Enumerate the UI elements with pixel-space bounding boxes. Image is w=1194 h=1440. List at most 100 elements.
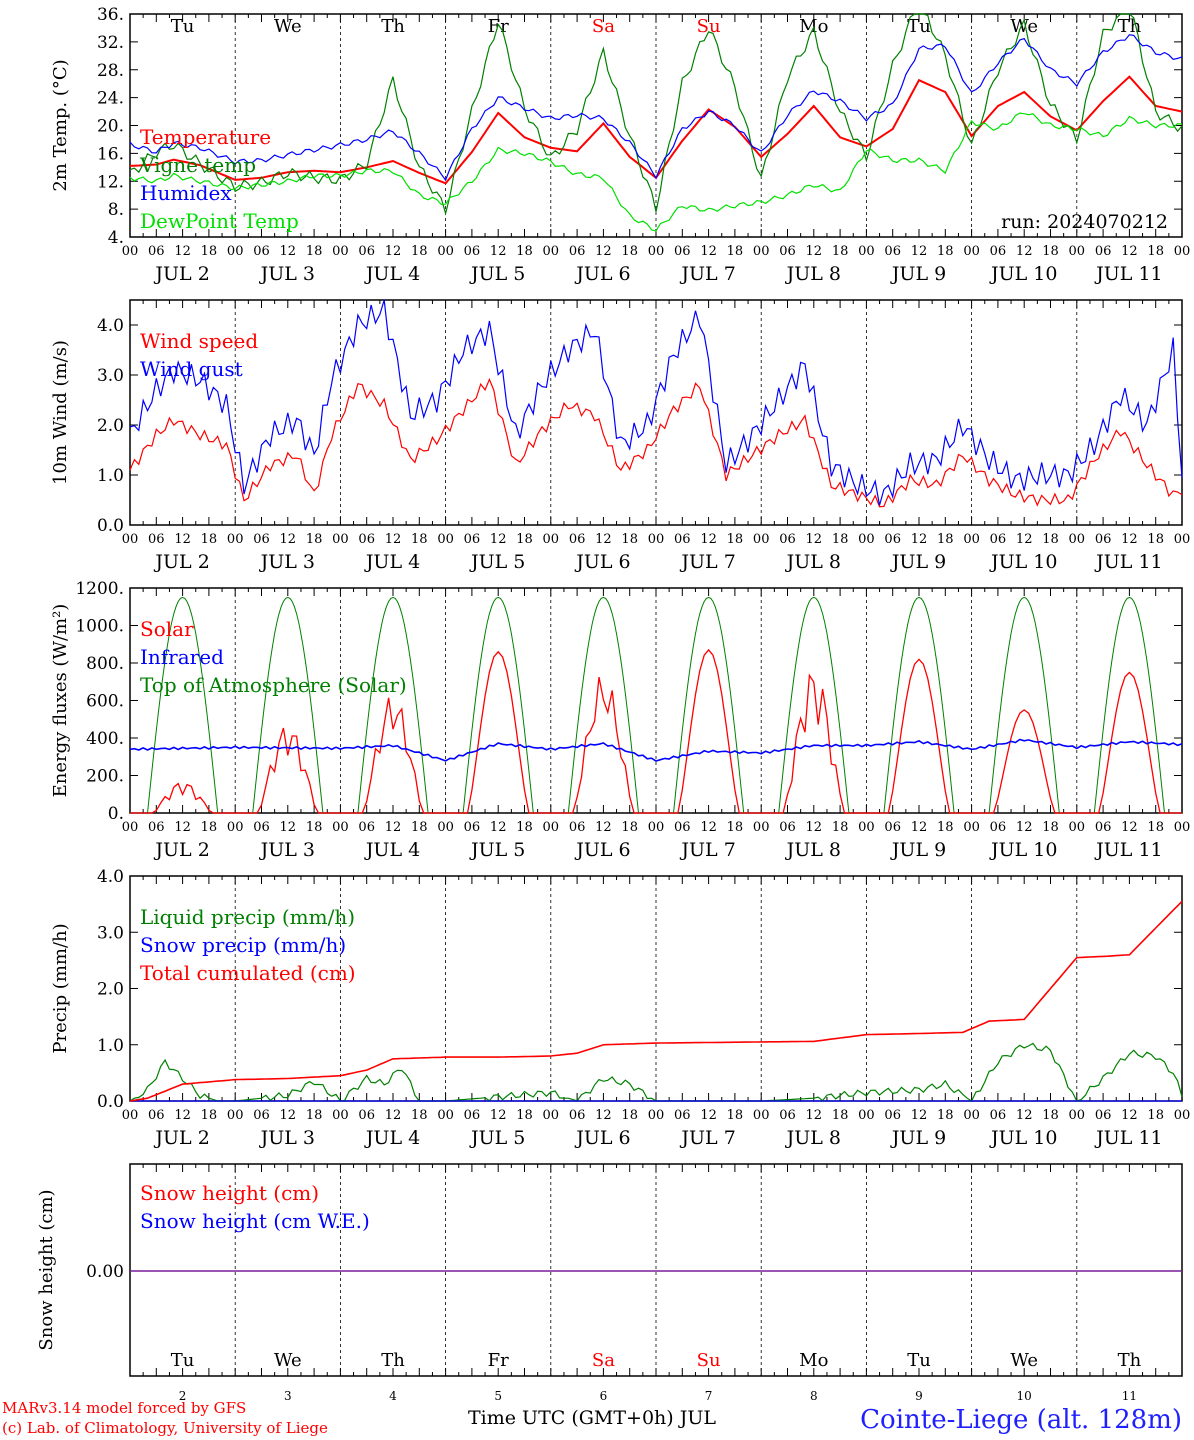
hour-tick-label: 06 <box>674 1108 691 1123</box>
date-label: JUL 5 <box>469 551 525 573</box>
hour-tick-label: 00 <box>543 532 560 547</box>
hour-tick-label: 00 <box>227 1108 244 1123</box>
hour-tick-label: 12 <box>1016 244 1033 259</box>
day-of-week-label: Fr <box>488 1350 509 1371</box>
hour-tick-label: 00 <box>648 532 665 547</box>
hour-tick-label: 18 <box>832 532 849 547</box>
date-label: JUL 7 <box>679 551 735 573</box>
hour-tick-label: 06 <box>884 532 901 547</box>
hour-tick-label: 06 <box>674 820 691 835</box>
hour-tick-label: 00 <box>1174 532 1191 547</box>
hour-tick-label: 00 <box>227 820 244 835</box>
day-of-week-label: Tu <box>907 1350 931 1371</box>
hour-tick-label: 18 <box>306 1108 323 1123</box>
hour-tick-label: 06 <box>253 532 270 547</box>
hour-tick-label: 06 <box>253 1108 270 1123</box>
date-label: JUL 5 <box>469 263 525 285</box>
date-label: JUL 3 <box>259 263 315 285</box>
hour-tick-label: 00 <box>1174 1108 1191 1123</box>
y-tick-label: 0.0 <box>97 516 124 536</box>
date-label: JUL 6 <box>574 1127 630 1149</box>
day-of-week-label: Mo <box>799 1350 828 1371</box>
hour-tick-label: 06 <box>253 820 270 835</box>
y-tick-label: 28. <box>97 61 124 81</box>
date-label: JUL 11 <box>1094 839 1162 861</box>
legend-entry: Infrared <box>140 645 224 669</box>
y-tick-label: 600. <box>86 692 124 712</box>
date-label: JUL 4 <box>364 839 420 861</box>
legend-entry: DewPoint Temp <box>140 209 299 233</box>
hour-tick-label: 18 <box>411 820 428 835</box>
hour-tick-label: 18 <box>621 1108 638 1123</box>
hour-tick-label: 18 <box>201 532 218 547</box>
hour-tick-label: 06 <box>253 244 270 259</box>
date-label: JUL 3 <box>259 551 315 573</box>
date-label: JUL 6 <box>574 263 630 285</box>
hour-tick-label: 00 <box>963 820 980 835</box>
hour-tick-label: 06 <box>990 1108 1007 1123</box>
panel-frame <box>129 587 1183 814</box>
hour-tick-label: 00 <box>963 244 980 259</box>
hour-tick-label: 00 <box>332 1108 349 1123</box>
series-wind-gust <box>129 299 1183 506</box>
day-number-label: 4 <box>389 1389 397 1403</box>
hour-tick-label: 18 <box>1042 1108 1059 1123</box>
hour-tick-label: 06 <box>1095 1108 1112 1123</box>
y-tick-label: 12. <box>97 172 124 192</box>
date-label: JUL 7 <box>679 263 735 285</box>
day-number-label: 2 <box>179 1389 187 1403</box>
y-tick-label: 3.0 <box>97 923 124 943</box>
hour-tick-label: 00 <box>648 1108 665 1123</box>
hour-tick-label: 06 <box>779 532 796 547</box>
hour-tick-label: 00 <box>437 1108 454 1123</box>
date-label: JUL 8 <box>785 551 841 573</box>
panel-frame <box>129 13 1183 238</box>
hour-tick-label: 12 <box>911 244 928 259</box>
day-number-label: 5 <box>494 1389 502 1403</box>
date-label: JUL 10 <box>989 263 1057 285</box>
hour-tick-label: 12 <box>490 532 507 547</box>
day-number-label: 11 <box>1122 1389 1137 1403</box>
legend-entry: Liquid precip (mm/h) <box>140 905 355 929</box>
hour-tick-label: 06 <box>1095 244 1112 259</box>
legend-entry: Snow height (cm) <box>140 1181 319 1205</box>
legend-entry: Top of Atmosphere (Solar) <box>140 673 407 697</box>
hour-tick-label: 06 <box>779 244 796 259</box>
hour-tick-label: 18 <box>411 1108 428 1123</box>
station-label: Cointe-Liege (alt. 128m) <box>860 1405 1182 1435</box>
hour-tick-label: 06 <box>358 820 375 835</box>
hour-tick-label: 18 <box>727 1108 744 1123</box>
day-of-week-label: Tu <box>907 16 931 37</box>
hour-tick-label: 18 <box>937 532 954 547</box>
hour-tick-label: 00 <box>543 244 560 259</box>
hour-tick-label: 06 <box>884 1108 901 1123</box>
hour-tick-label: 18 <box>1042 532 1059 547</box>
y-axis-label: Precip (mm/h) <box>50 923 71 1053</box>
date-label: JUL 2 <box>153 839 209 861</box>
hour-tick-label: 12 <box>280 820 297 835</box>
day-of-week-label: We <box>274 16 302 37</box>
hour-tick-label: 06 <box>884 820 901 835</box>
y-tick-label: 2.0 <box>97 980 124 1000</box>
date-label: JUL 3 <box>259 1127 315 1149</box>
hour-tick-label: 00 <box>753 532 770 547</box>
y-tick-label: 16. <box>97 144 124 164</box>
hour-tick-label: 06 <box>569 820 586 835</box>
panel-2: 00 06 12 18 00 06 12 18 00 06 12 18 00 06 12 18 00 06 12 18… <box>50 299 1191 573</box>
date-label: JUL 9 <box>890 263 946 285</box>
hour-tick-label: 00 <box>543 820 560 835</box>
hour-tick-label: 12 <box>174 820 191 835</box>
y-tick-label: 0.00 <box>86 1262 124 1282</box>
hour-tick-label: 18 <box>516 244 533 259</box>
date-label: JUL 8 <box>785 263 841 285</box>
hour-tick-label: 12 <box>1121 532 1138 547</box>
day-of-week-label: Su <box>697 1350 721 1371</box>
hour-tick-label: 18 <box>1147 532 1164 547</box>
legend-entry: Temperature <box>140 125 271 149</box>
hour-tick-label: 18 <box>306 244 323 259</box>
footer: MARv3.14 model forced by GFS (c) Lab. of … <box>2 1399 1182 1437</box>
hour-tick-label: 06 <box>779 820 796 835</box>
legend-entry: Snow precip (mm/h) <box>140 933 346 957</box>
hour-tick-label: 00 <box>1069 1108 1086 1123</box>
